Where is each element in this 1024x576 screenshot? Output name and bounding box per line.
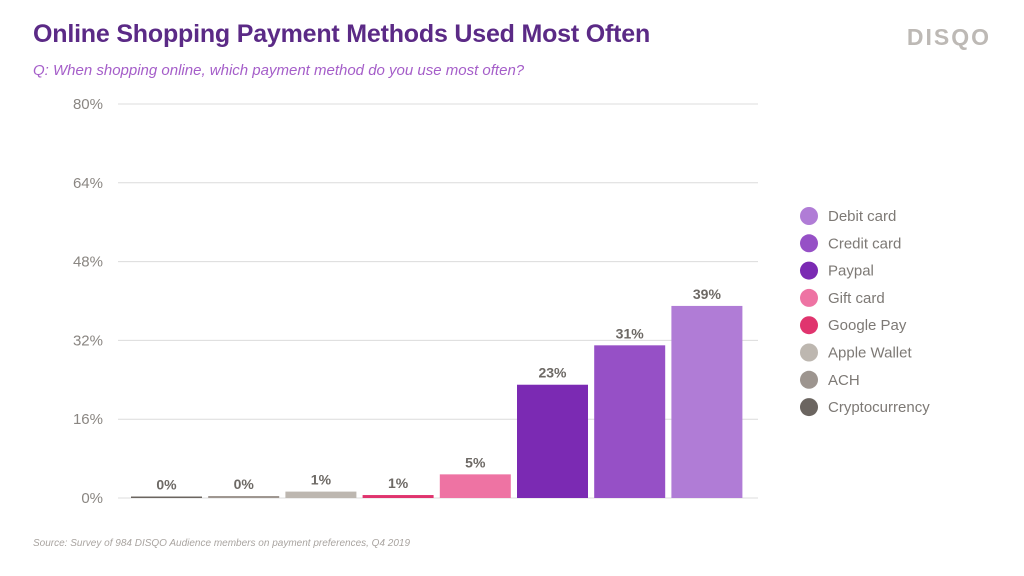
bar-apple-wallet: [285, 491, 357, 498]
bar-debit-card: [671, 305, 743, 498]
y-tick-label: 32%: [73, 332, 103, 349]
legend-swatch: [800, 207, 818, 225]
data-label: 31%: [616, 325, 645, 341]
legend-label: Gift card: [828, 290, 885, 307]
bar-ach: [208, 496, 280, 498]
legend-swatch: [800, 370, 818, 389]
page-title: Online Shopping Payment Methods Used Mos…: [33, 20, 651, 48]
legend: Debit card Credit card Paypal Gift card Goog…: [800, 207, 930, 417]
legend-swatch: [800, 343, 818, 362]
bar-google-pay: [362, 495, 434, 498]
data-label: 1%: [388, 475, 409, 491]
y-tick-label: 16%: [73, 411, 103, 428]
legend-label: Google Pay: [828, 317, 907, 334]
disqo-logo: DISQO: [906, 24, 991, 50]
data-label: 0%: [234, 476, 255, 492]
data-label: 0%: [156, 477, 177, 493]
bar-cryptocurrency: [131, 496, 202, 498]
legend-label: Debit card: [828, 208, 896, 225]
legend-label: Apple Wallet: [828, 345, 912, 362]
data-label: 5%: [465, 454, 486, 470]
bars: [131, 305, 743, 498]
legend-swatch: [800, 398, 818, 417]
legend-swatch: [800, 316, 818, 335]
legend-label: Credit card: [828, 235, 901, 252]
y-tick-label: 48%: [73, 254, 103, 271]
bar-paypal: [517, 384, 588, 498]
data-label: 23%: [538, 365, 567, 381]
y-tick-label: 0%: [81, 490, 103, 507]
source-note: Source: Survey of 984 DISQO Audience mem…: [33, 538, 411, 549]
legend-swatch: [800, 288, 818, 307]
data-labels: 0% 0% 1% 1% 5% 23% 31% 39%: [156, 286, 721, 493]
legend-swatch: [800, 261, 818, 280]
data-label: 1%: [311, 472, 332, 488]
y-tick-label: 64%: [73, 175, 103, 192]
page-subtitle: Q: When shopping online, which payment m…: [33, 62, 525, 79]
bar-credit-card: [594, 345, 666, 498]
y-axis-ticks: 0% 16% 32% 48% 64% 80%: [73, 96, 103, 507]
legend-label: ACH: [828, 372, 860, 389]
legend-label: Cryptocurrency: [828, 399, 930, 416]
bar-gift-card: [439, 474, 511, 498]
y-tick-label: 80%: [73, 96, 103, 113]
legend-label: Paypal: [828, 263, 874, 280]
legend-swatch: [800, 234, 818, 253]
data-label: 39%: [693, 286, 722, 302]
